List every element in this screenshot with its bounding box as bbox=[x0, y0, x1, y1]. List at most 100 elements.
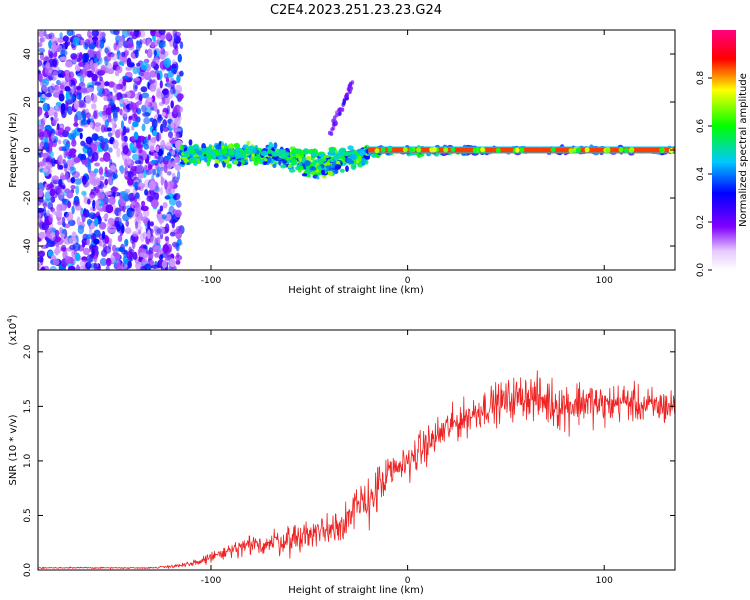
heatmap-cell bbox=[207, 156, 212, 160]
y-tick-label: -40 bbox=[23, 238, 33, 253]
heatmap-cell bbox=[143, 138, 148, 144]
heatmap-cell bbox=[429, 147, 435, 153]
heatmap-cell bbox=[54, 104, 59, 111]
heatmap-cell bbox=[96, 91, 104, 97]
heatmap-cell bbox=[138, 145, 143, 154]
heatmap-cell bbox=[150, 30, 156, 37]
heatmap-cell bbox=[79, 259, 87, 267]
heatmap-cell bbox=[153, 49, 157, 57]
heatmap-cell bbox=[347, 145, 354, 151]
heatmap-cell bbox=[147, 134, 151, 141]
heatmap-cell bbox=[347, 158, 353, 164]
heatmap-cell bbox=[163, 164, 168, 174]
heatmap-cell bbox=[104, 191, 112, 196]
heatmap-cell bbox=[83, 66, 88, 73]
heatmap-cell bbox=[38, 59, 43, 67]
heatmap-cell bbox=[584, 147, 590, 153]
heatmap-cell bbox=[70, 185, 76, 190]
heatmap-cell bbox=[133, 82, 138, 92]
heatmap-cell bbox=[169, 258, 176, 268]
heatmap-cell bbox=[162, 119, 167, 128]
heatmap-cell bbox=[105, 204, 114, 214]
heatmap-cell bbox=[38, 188, 44, 198]
heatmap-cell bbox=[106, 49, 111, 57]
heatmap-cell bbox=[77, 99, 85, 108]
heatmap-cell bbox=[142, 231, 147, 240]
heatmap-cell bbox=[219, 156, 224, 162]
heatmap-cell bbox=[264, 158, 268, 162]
heatmap-cell bbox=[40, 122, 45, 132]
heatmap-cell bbox=[169, 139, 177, 144]
heatmap-cell bbox=[124, 165, 128, 175]
heatmap-cell bbox=[134, 77, 141, 82]
heatmap-cell bbox=[116, 147, 121, 158]
heatmap-cell bbox=[163, 73, 168, 79]
heatmap-cell bbox=[285, 157, 290, 161]
heatmap-cell bbox=[114, 70, 120, 77]
heatmap-cell bbox=[104, 56, 109, 67]
heatmap-cell bbox=[59, 204, 68, 210]
heatmap-cell bbox=[74, 178, 82, 185]
heatmap-cell bbox=[76, 85, 82, 91]
heatmap-cell bbox=[102, 215, 108, 220]
heatmap-cell bbox=[73, 157, 81, 163]
heatmap-cell bbox=[374, 148, 380, 154]
heatmap-cell bbox=[177, 53, 182, 63]
y-tick-label: 2.0 bbox=[23, 344, 33, 359]
heatmap-cell bbox=[64, 79, 72, 87]
heatmap-cell bbox=[352, 165, 357, 169]
heatmap-cell bbox=[175, 128, 182, 133]
heatmap-cell bbox=[51, 157, 56, 167]
heatmap-cell bbox=[295, 148, 302, 154]
heatmap-cell bbox=[137, 173, 144, 179]
heatmap-cell bbox=[343, 151, 352, 157]
heatmap-cell bbox=[90, 222, 96, 230]
heatmap-cell bbox=[65, 71, 70, 78]
heatmap-cell bbox=[176, 194, 181, 200]
heatmap-cell bbox=[130, 210, 138, 218]
heatmap-cell bbox=[102, 88, 110, 97]
heatmap-cell bbox=[59, 226, 63, 234]
heatmap-cell bbox=[69, 244, 76, 250]
heatmap-cell bbox=[174, 84, 183, 94]
heatmap-cell bbox=[139, 252, 146, 258]
heatmap-cell bbox=[134, 93, 139, 101]
heatmap-cell bbox=[151, 118, 158, 129]
heatmap-cell bbox=[179, 41, 184, 49]
snr-x-axis-label: Height of straight line (km) bbox=[288, 585, 424, 596]
heatmap-cell bbox=[38, 212, 42, 219]
heatmap-cell bbox=[131, 200, 136, 206]
heatmap-cell bbox=[443, 147, 449, 153]
heatmap-cell bbox=[68, 265, 76, 270]
heatmap-cell bbox=[116, 223, 121, 232]
heatmap-cell bbox=[124, 263, 128, 268]
heatmap-cell bbox=[116, 262, 123, 270]
heatmap-cell bbox=[83, 247, 90, 256]
heatmap-cell bbox=[104, 235, 110, 244]
heatmap-cell bbox=[126, 57, 132, 67]
heatmap-cell bbox=[164, 180, 168, 190]
colorbar-ticks: 0.0 0.2 0.4 0.6 0.8 bbox=[696, 71, 712, 277]
heatmap-cell bbox=[136, 62, 141, 67]
heatmap-cell bbox=[55, 44, 63, 52]
heatmap-cell bbox=[136, 40, 140, 46]
heatmap-cell bbox=[149, 83, 157, 92]
heatmap-cell bbox=[176, 252, 180, 258]
heatmap-cell bbox=[81, 190, 87, 196]
heatmap-cell bbox=[105, 257, 112, 267]
heatmap-cell bbox=[156, 145, 160, 153]
heatmap-cell bbox=[348, 83, 352, 88]
heatmap-cell bbox=[349, 154, 357, 159]
heatmap-cell bbox=[315, 169, 320, 173]
heatmap-cell bbox=[166, 71, 174, 78]
heatmap-cell bbox=[111, 125, 116, 135]
heatmap-cell bbox=[75, 252, 81, 261]
heatmap-cell bbox=[64, 40, 69, 50]
heatmap-cell bbox=[70, 85, 75, 94]
heatmap-cell bbox=[159, 168, 163, 179]
heatmap-cell bbox=[109, 158, 113, 165]
heatmap-cell bbox=[162, 244, 169, 254]
heatmap-cell bbox=[91, 93, 98, 104]
heatmap-cell bbox=[145, 250, 154, 255]
heatmap-cell bbox=[94, 81, 102, 86]
